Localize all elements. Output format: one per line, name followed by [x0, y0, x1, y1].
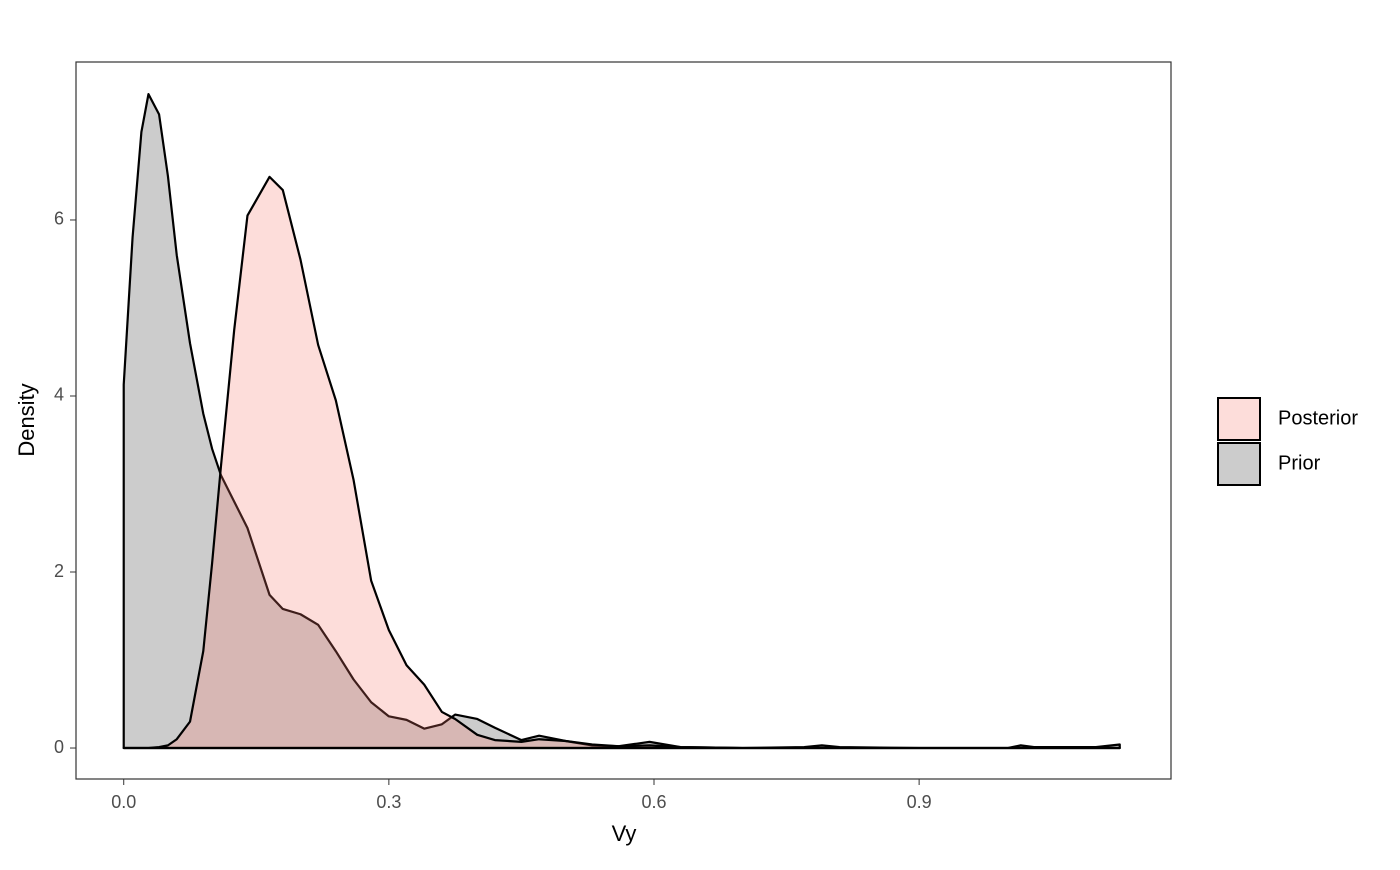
density-area [122, 175, 1121, 750]
panel-border [75, 61, 1172, 780]
legend-key [1217, 442, 1261, 486]
x-axis-title: Vy [612, 821, 637, 846]
legend-label: Posterior [1278, 407, 1358, 429]
y-axis-title: Density [14, 383, 39, 456]
legend-key-bg [1218, 398, 1260, 440]
legend-label: Prior [1278, 452, 1321, 474]
y-tick-label: 4 [54, 385, 64, 405]
legend-key [1217, 397, 1261, 441]
y-tick-label: 6 [54, 209, 64, 229]
x-tick-label: 0.0 [111, 792, 136, 812]
x-tick-label: 0.6 [641, 792, 666, 812]
x-tick-label: 0.3 [376, 792, 401, 812]
y-tick-label: 0 [54, 737, 64, 757]
y-tick-label: 2 [54, 561, 64, 581]
x-tick-label: 0.9 [907, 792, 932, 812]
